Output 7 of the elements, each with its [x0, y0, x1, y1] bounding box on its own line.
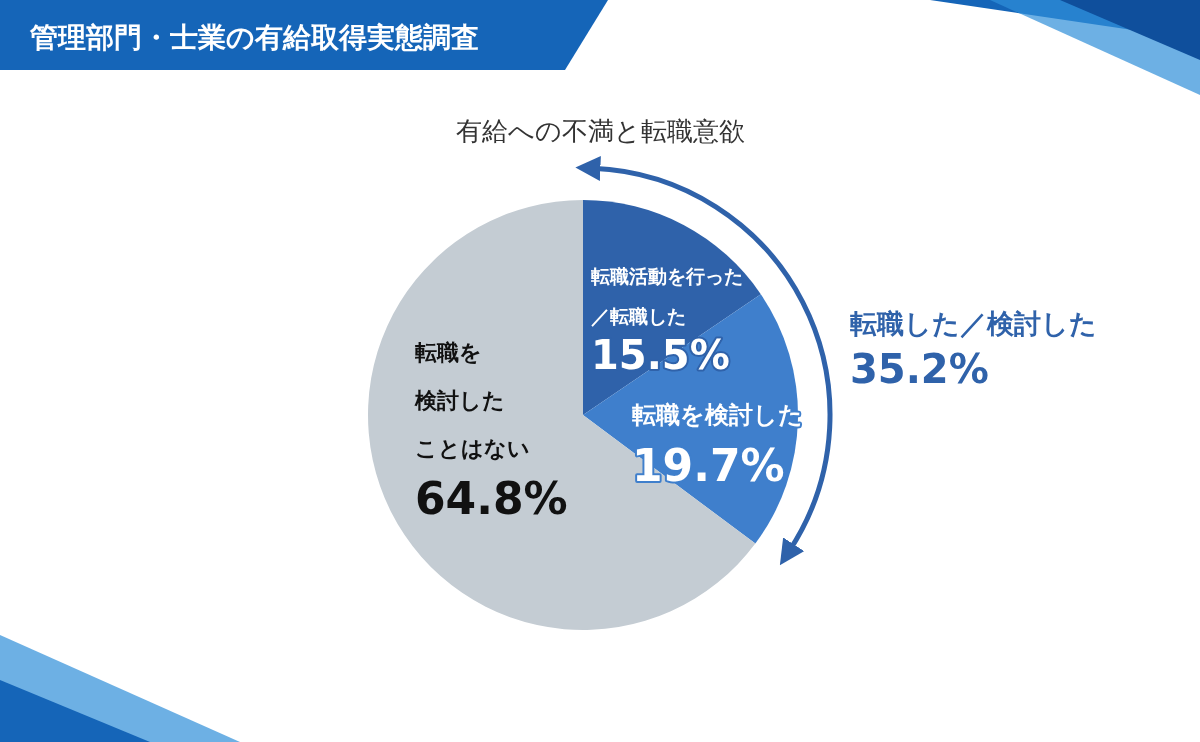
slice-label: 転職を検討したことはない	[414, 340, 530, 461]
data-label: 64.8%	[415, 473, 568, 524]
text: 転職した／検討した 35.2%	[850, 308, 1097, 392]
chart-subtitle: 有給への不満と転職意欲	[455, 116, 745, 146]
slice-label: 転職活動を行った／転職した	[591, 265, 743, 327]
chart-title: 管理部門・士業の有給取得実態調査	[29, 21, 479, 54]
data-label: 15.5%	[591, 332, 730, 378]
